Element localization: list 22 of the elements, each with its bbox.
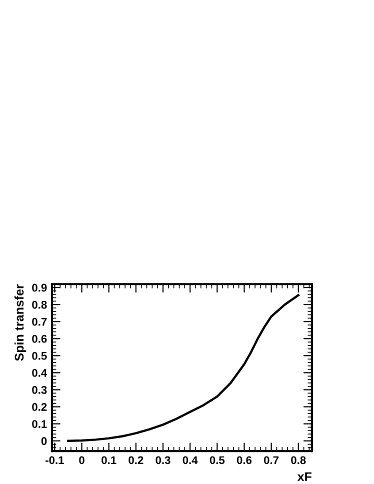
y-tick-label: 0.1 [32, 420, 47, 428]
x-axis-title: xF [297, 472, 312, 481]
y-tick-label: 0.7 [32, 318, 47, 326]
x-tick-label: 0.5 [210, 456, 225, 464]
y-tick-label: 0.2 [32, 403, 47, 411]
x-tick-label: 0.2 [128, 456, 144, 464]
y-tick-label: 0.3 [32, 386, 47, 394]
x-tick-label: 0.3 [156, 456, 170, 464]
y-tick-label: 0.6 [32, 334, 47, 343]
x-tick-label: 0 [79, 456, 84, 464]
y-tick-label: 0 [41, 437, 47, 445]
y-tick-label: 0.9 [32, 284, 47, 292]
x-tick-label: 0.6 [236, 456, 252, 464]
x-tick-label: 0.1 [102, 456, 116, 464]
x-tick-label: 0.8 [291, 456, 306, 464]
y-tick-label: 0.4 [32, 368, 48, 377]
y-tick-label: 0.8 [32, 300, 47, 309]
x-tick-label: -0.1 [46, 456, 64, 464]
y-axis-title: Spin transfer [14, 284, 26, 361]
x-tick-label: 0.4 [182, 456, 198, 464]
y-tick-label: 0.5 [32, 352, 47, 360]
x-tick-label: 0.7 [264, 456, 279, 464]
